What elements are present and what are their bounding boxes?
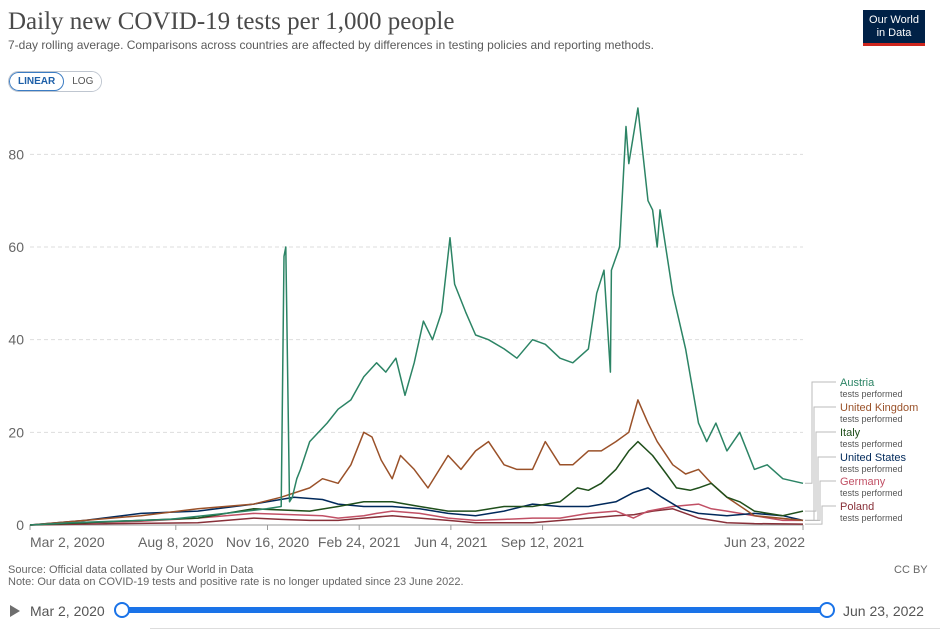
legend-sublabel: tests performed [840, 513, 903, 523]
x-tick-label: Sep 12, 2021 [501, 534, 585, 550]
x-tick-label: Feb 24, 2021 [318, 534, 401, 550]
legend-label: Italy [840, 427, 861, 439]
legend-label: United Kingdom [840, 402, 918, 414]
line-chart: 0 20 40 60 80 Mar 2, 2020 Aug 8, 2020 Nov 16, 2… [8, 107, 918, 550]
source-text: Source: Official data collated by Our Wo… [8, 564, 254, 576]
legend-label: United States [840, 452, 907, 464]
legend-connector [805, 381, 836, 484]
timeline-end-handle[interactable] [819, 602, 835, 618]
chart-title: Daily new COVID-19 tests per 1,000 peopl… [8, 8, 455, 35]
y-tick-label: 0 [16, 517, 24, 533]
y-tick-label: 40 [8, 332, 24, 348]
chart-subtitle: 7-day rolling average. Comparisons acros… [8, 38, 654, 52]
timeline-track[interactable] [122, 607, 828, 613]
legend-label: Poland [840, 501, 874, 513]
play-icon[interactable] [10, 605, 20, 617]
legend-sublabel: tests performed [840, 439, 903, 449]
legend-sublabel: tests performed [840, 389, 903, 399]
y-tick-label: 80 [8, 146, 24, 162]
legend-label: Austria [840, 377, 875, 389]
legend-connector [805, 431, 836, 512]
x-tick-label: Mar 2, 2020 [30, 534, 105, 550]
x-tick-label: Aug 8, 2020 [138, 534, 214, 550]
timeline-end-label: Jun 23, 2022 [843, 603, 924, 619]
series-line-united-kingdom [29, 399, 804, 526]
legend-sublabel: tests performed [840, 414, 903, 424]
y-tick-label: 20 [8, 424, 24, 440]
logo-line-1: Our World [869, 14, 919, 26]
legend-sublabel: tests performed [840, 464, 903, 474]
note-text: Note: Our data on COVID-19 tests and pos… [8, 576, 464, 588]
scale-toggle: LINEAR LOG [8, 71, 103, 92]
license-link[interactable]: CC BY [894, 564, 928, 576]
series-line-germany [29, 503, 803, 526]
linear-scale-button[interactable]: LINEAR [9, 72, 65, 91]
legend-sublabel: tests performed [840, 488, 903, 498]
x-tick-label: Nov 16, 2020 [226, 534, 309, 550]
series-line-united-states [29, 487, 804, 526]
x-tick-label: Jun 23, 2022 [724, 534, 805, 550]
legend-label: Germany [840, 476, 886, 488]
legend-connector [805, 480, 836, 521]
y-tick-label: 60 [8, 239, 24, 255]
owid-logo[interactable]: Our World in Data [863, 10, 925, 46]
log-scale-button[interactable]: LOG [64, 72, 102, 91]
series-line-italy [29, 440, 804, 526]
timeline-start-handle[interactable] [114, 602, 130, 618]
series-line-austria [29, 107, 804, 526]
timeline-start-label: Mar 2, 2020 [30, 603, 105, 619]
legend-connector [805, 505, 836, 525]
series-line-poland [29, 508, 804, 526]
timeline: Mar 2, 2020 Jun 23, 2022 [0, 597, 940, 625]
logo-line-2: in Data [876, 27, 912, 39]
x-tick-label: Jun 4, 2021 [414, 534, 487, 550]
